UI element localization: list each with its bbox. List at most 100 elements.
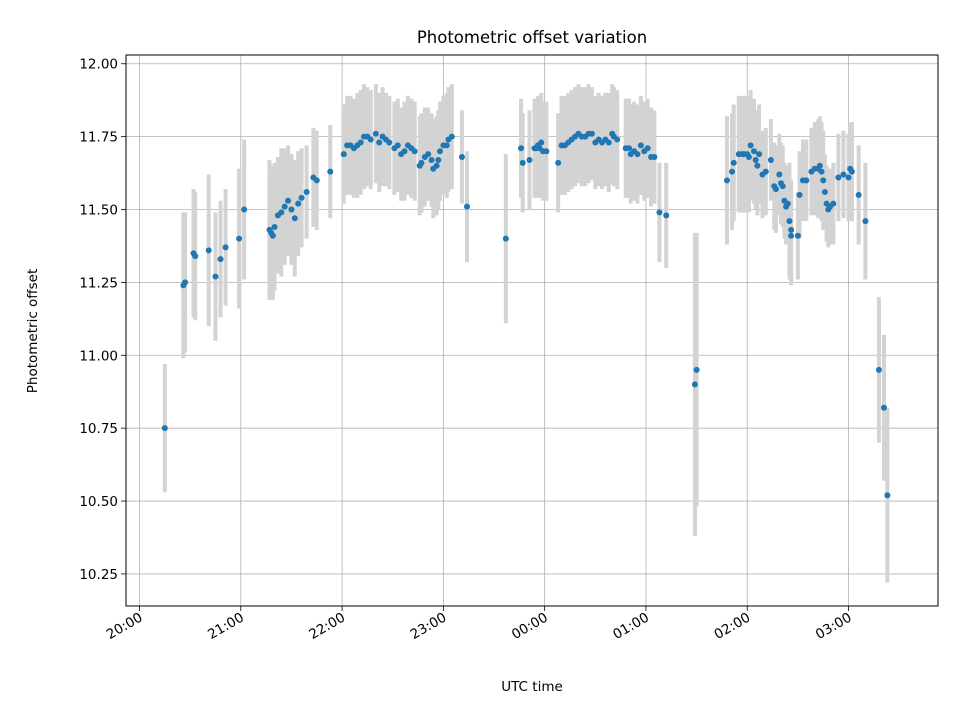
data-point — [693, 366, 700, 373]
data-point — [357, 139, 364, 146]
data-point — [816, 162, 823, 169]
data-point — [212, 273, 219, 280]
data-point — [367, 136, 374, 143]
data-point — [269, 232, 276, 239]
data-point — [502, 235, 509, 242]
error-bars — [162, 84, 890, 583]
data-point — [182, 279, 189, 286]
data-point — [750, 148, 757, 155]
x-tick-label: 01:00 — [610, 610, 652, 643]
data-point — [729, 168, 736, 175]
data-point — [241, 206, 248, 213]
chart-title: Photometric offset variation — [417, 28, 647, 47]
data-point — [762, 168, 769, 175]
data-point — [803, 177, 810, 184]
data-point — [376, 139, 383, 146]
data-point — [436, 148, 443, 155]
data-point — [779, 183, 786, 190]
data-point — [285, 197, 292, 204]
data-point — [313, 177, 320, 184]
x-axis: 20:00 21:00 22:00 23:00 00:00 01:00 02:00 03:00 — [104, 606, 855, 643]
data-point — [464, 203, 471, 210]
data-point — [786, 218, 793, 225]
data-point — [271, 224, 278, 231]
data-point — [303, 189, 310, 196]
data-point — [634, 151, 641, 158]
data-point — [794, 232, 801, 239]
data-point — [862, 218, 869, 225]
data-point — [588, 130, 595, 137]
data-point — [723, 177, 730, 184]
data-point — [840, 171, 847, 178]
data-point — [161, 425, 168, 432]
x-tick-label: 03:00 — [813, 610, 855, 643]
data-point — [298, 194, 305, 201]
data-point — [281, 203, 288, 210]
data-point — [555, 159, 562, 166]
data-point — [835, 174, 842, 181]
data-point — [222, 244, 229, 251]
data-point — [526, 156, 533, 163]
y-tick-label: 11.00 — [79, 348, 118, 364]
x-tick-label: 00:00 — [509, 610, 551, 643]
data-point — [747, 142, 754, 149]
data-point — [428, 156, 435, 163]
data-point — [754, 162, 761, 169]
data-point — [875, 366, 882, 373]
data-point — [386, 139, 393, 146]
data-point — [884, 492, 891, 499]
data-point — [796, 191, 803, 198]
data-point — [644, 145, 651, 152]
data-point — [855, 191, 862, 198]
y-tick-label: 10.25 — [79, 567, 118, 583]
x-axis-label: UTC time — [501, 679, 563, 695]
data-point — [435, 156, 442, 163]
data-point — [192, 253, 199, 260]
data-point — [767, 156, 774, 163]
x-tick-label: 20:00 — [104, 610, 146, 643]
data-point — [756, 151, 763, 158]
data-point — [784, 200, 791, 207]
data-point — [372, 130, 379, 137]
x-tick-label: 22:00 — [306, 610, 348, 643]
data-point — [236, 235, 243, 242]
data-point — [637, 142, 644, 149]
data-point — [730, 159, 737, 166]
data-point — [752, 156, 759, 163]
data-point — [656, 209, 663, 216]
y-tick-label: 11.50 — [79, 203, 118, 219]
x-tick-label: 21:00 — [205, 610, 247, 643]
data-point — [845, 174, 852, 181]
data-point — [663, 212, 670, 219]
y-tick-label: 10.50 — [79, 494, 118, 510]
data-point — [401, 148, 408, 155]
data-point — [691, 381, 698, 388]
y-tick-label: 11.25 — [79, 275, 118, 291]
x-tick-label: 23:00 — [408, 610, 450, 643]
data-point — [340, 151, 347, 158]
data-point — [443, 142, 450, 149]
data-point — [830, 200, 837, 207]
data-point — [288, 206, 295, 213]
data-point — [538, 139, 545, 146]
data-point — [394, 142, 401, 149]
data-point — [848, 168, 855, 175]
y-tick-label: 11.75 — [79, 130, 118, 146]
y-tick-label: 12.00 — [79, 57, 118, 73]
data-point — [519, 159, 526, 166]
data-point — [518, 145, 525, 152]
data-point — [821, 189, 828, 196]
data-point — [651, 154, 658, 161]
y-axis: 10.25 10.50 10.75 11.00 11.25 11.50 11.75 12.00 — [79, 57, 126, 583]
data-point — [880, 404, 887, 411]
data-point — [626, 145, 633, 152]
data-point — [605, 139, 612, 146]
y-axis-label: Photometric offset — [25, 269, 41, 393]
data-point — [278, 209, 285, 216]
data-point — [448, 133, 455, 140]
data-point — [425, 151, 432, 158]
data-point — [411, 148, 418, 155]
data-point — [295, 200, 302, 207]
data-point — [818, 168, 825, 175]
